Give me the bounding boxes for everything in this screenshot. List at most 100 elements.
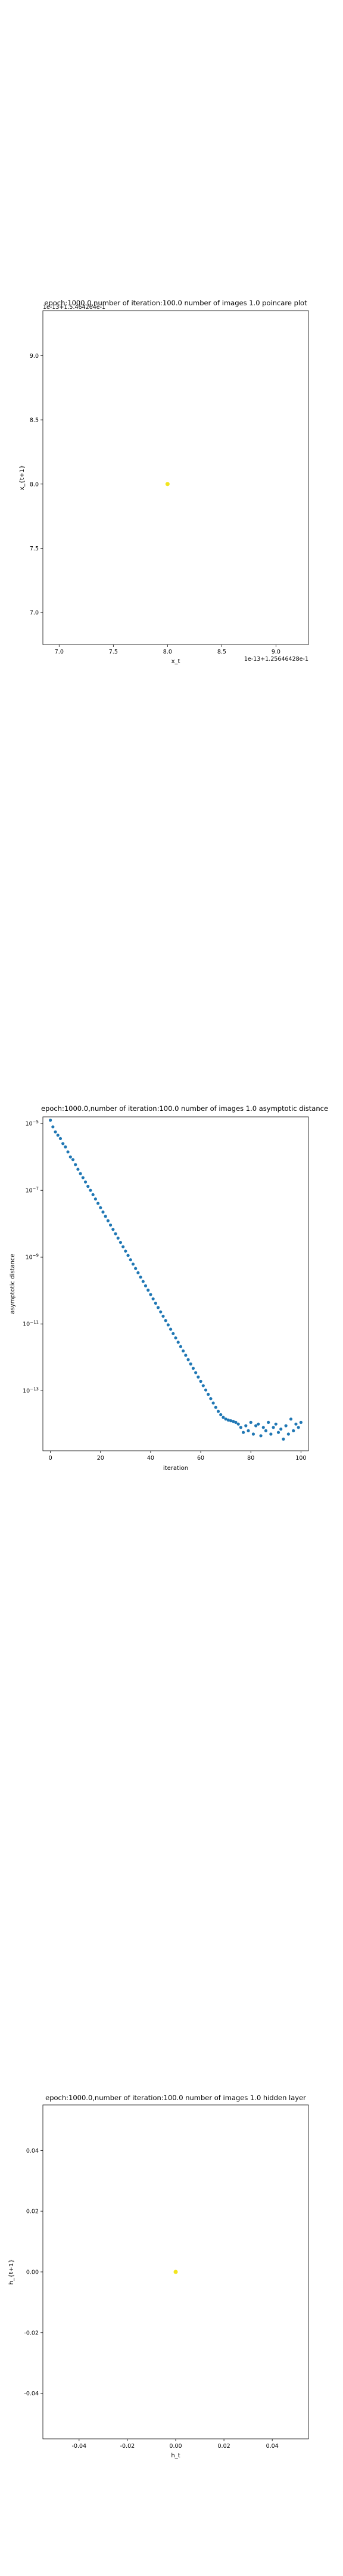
data-point bbox=[289, 1417, 293, 1421]
data-point bbox=[186, 1358, 190, 1361]
data-point bbox=[169, 1327, 173, 1331]
data-point bbox=[166, 1323, 170, 1327]
data-point bbox=[164, 1319, 167, 1323]
x-tick-label: 20 bbox=[97, 1455, 104, 1462]
y-axis-ticks: 10−5 10−7 10−9 10−11 10−13 bbox=[23, 1120, 43, 1395]
data-point bbox=[49, 1119, 52, 1122]
y-tick-label: 0.04 bbox=[26, 2148, 39, 2154]
y-tick-label: 0.02 bbox=[26, 2209, 39, 2215]
data-point bbox=[121, 1245, 125, 1249]
data-point bbox=[134, 1267, 138, 1270]
y-tick-label: 10−5 bbox=[26, 1120, 39, 1128]
x-tick-label: 60 bbox=[197, 1455, 204, 1462]
data-point bbox=[106, 1219, 110, 1222]
data-point bbox=[191, 1367, 195, 1370]
data-point bbox=[179, 1345, 183, 1348]
x-axis-ticks: 7.0 7.5 8.0 8.5 9.0 bbox=[55, 645, 280, 655]
data-point bbox=[86, 1184, 90, 1188]
x-tick-label: 0 bbox=[49, 1455, 52, 1462]
data-point bbox=[76, 1168, 80, 1171]
y-tick-label: 8.5 bbox=[30, 417, 39, 424]
data-point bbox=[144, 1284, 148, 1287]
data-point bbox=[126, 1253, 130, 1257]
y-tick-label: 9.0 bbox=[30, 353, 39, 360]
data-point bbox=[214, 1405, 217, 1409]
data-point bbox=[269, 1432, 273, 1436]
data-point bbox=[224, 1417, 227, 1421]
data-point bbox=[226, 1418, 230, 1422]
x-tick-label: 40 bbox=[147, 1455, 154, 1462]
y-axis-label: asymptotic distance bbox=[10, 1253, 16, 1314]
data-point bbox=[139, 1275, 142, 1279]
data-point bbox=[99, 1206, 102, 1209]
data-point bbox=[71, 1158, 75, 1162]
data-point bbox=[204, 1388, 208, 1392]
data-point bbox=[136, 1271, 140, 1275]
data-point bbox=[272, 1426, 275, 1429]
data-point bbox=[236, 1422, 240, 1426]
data-point bbox=[109, 1223, 113, 1227]
chart-title: epoch:1000.0,number of iteration:100.0 n… bbox=[45, 2094, 306, 2102]
data-point bbox=[251, 1432, 255, 1436]
data-point bbox=[207, 1392, 210, 1396]
x-tick-label: 7.0 bbox=[55, 649, 64, 655]
x-axis-ticks: -0.04 -0.02 0.00 0.02 0.04 bbox=[72, 2439, 279, 2450]
y-tick-label: -0.02 bbox=[24, 2330, 39, 2336]
y-axis-label: x_{t+1} bbox=[19, 465, 26, 490]
data-point bbox=[216, 1410, 220, 1413]
y-tick-label: 0.00 bbox=[26, 2270, 39, 2276]
chart-title: epoch:1000.0,number of iteration:100.0 n… bbox=[44, 299, 307, 307]
data-point bbox=[284, 1424, 288, 1428]
y-axis-ticks: 9.0 8.5 8.0 7.5 7.0 bbox=[30, 353, 43, 617]
x-axis-label: x_t bbox=[172, 658, 180, 665]
data-point bbox=[104, 1215, 107, 1218]
y-tick-label: 7.0 bbox=[30, 610, 39, 617]
data-point bbox=[64, 1145, 67, 1148]
y-tick-label: 8.0 bbox=[30, 481, 39, 488]
data-point bbox=[111, 1228, 115, 1231]
data-point bbox=[96, 1202, 100, 1205]
data-point bbox=[151, 1297, 155, 1301]
data-point bbox=[81, 1176, 85, 1179]
data-point bbox=[68, 1155, 72, 1159]
data-point bbox=[141, 1280, 145, 1283]
x-axis-ticks: 0 20 40 60 80 100 bbox=[49, 1451, 306, 1462]
data-point bbox=[276, 1431, 280, 1434]
data-point bbox=[182, 1349, 185, 1353]
x-tick-label: 9.0 bbox=[272, 649, 280, 655]
y-axis-ticks: 0.04 0.02 0.00 -0.02 -0.04 bbox=[24, 2148, 43, 2397]
data-point bbox=[89, 1188, 92, 1192]
data-point bbox=[119, 1240, 123, 1244]
x-axis-label: h_t bbox=[171, 2453, 180, 2459]
data-point bbox=[174, 1336, 177, 1340]
data-point bbox=[292, 1429, 295, 1432]
data-point bbox=[172, 1332, 175, 1336]
data-point bbox=[234, 1420, 238, 1424]
x-tick-label: 8.0 bbox=[163, 649, 172, 655]
data-point bbox=[51, 1125, 55, 1129]
data-point bbox=[161, 1314, 165, 1318]
data-point bbox=[297, 1426, 300, 1429]
data-point bbox=[247, 1429, 250, 1432]
data-point bbox=[267, 1420, 270, 1424]
x-tick-label: 100 bbox=[295, 1455, 306, 1462]
data-point bbox=[211, 1401, 215, 1405]
y-tick-label: 10−9 bbox=[26, 1253, 39, 1261]
data-point bbox=[159, 1310, 163, 1314]
data-point bbox=[261, 1426, 265, 1429]
x-tick-label: -0.02 bbox=[120, 2443, 135, 2450]
y-tick-label: -0.04 bbox=[24, 2391, 39, 2397]
data-point bbox=[209, 1397, 213, 1401]
data-point bbox=[219, 1413, 223, 1417]
data-point bbox=[56, 1134, 60, 1137]
data-point bbox=[199, 1379, 202, 1383]
data-points bbox=[173, 2270, 178, 2274]
data-point bbox=[93, 1197, 97, 1201]
data-point bbox=[194, 1371, 198, 1374]
data-point bbox=[54, 1130, 57, 1134]
data-point bbox=[222, 1416, 225, 1419]
asymptotic-distance-chart: epoch:1000.0,number of iteration:100.0 n… bbox=[10, 1104, 328, 1472]
data-point bbox=[294, 1422, 298, 1426]
data-point bbox=[74, 1163, 77, 1166]
